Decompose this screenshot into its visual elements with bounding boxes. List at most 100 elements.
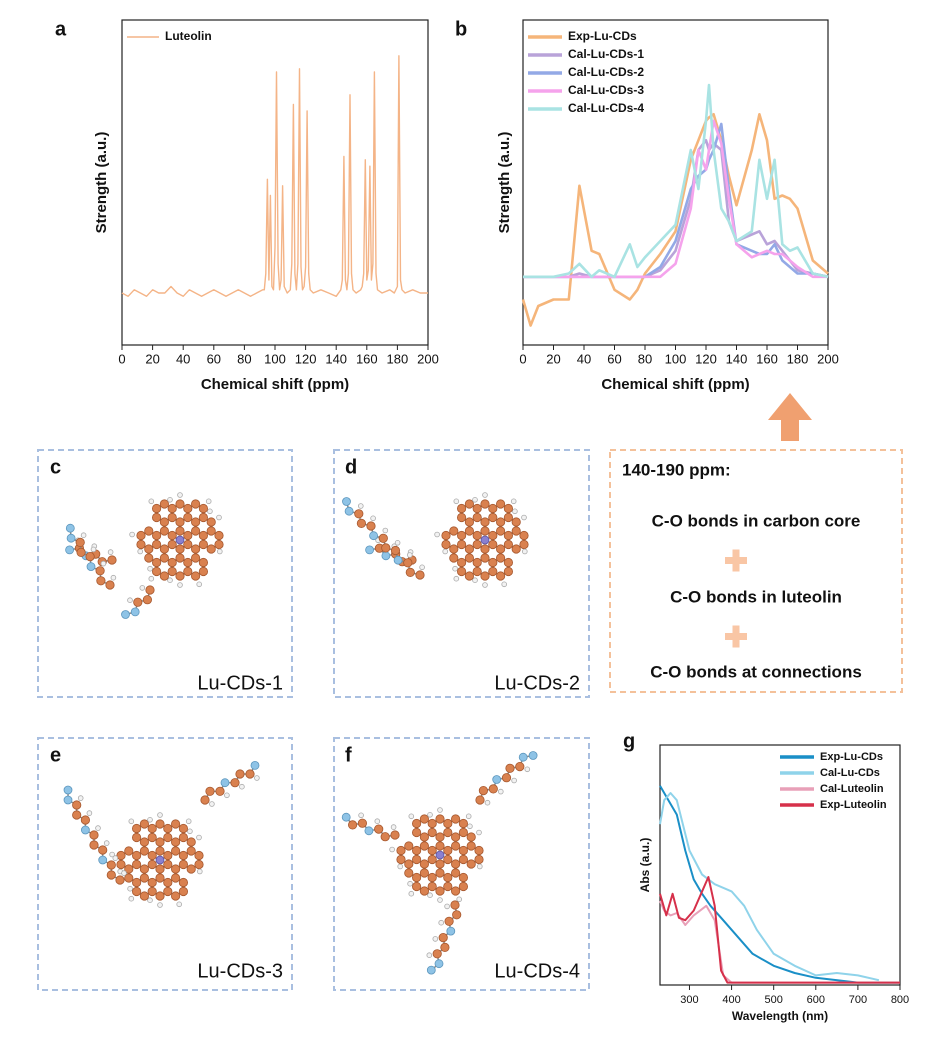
atom bbox=[163, 823, 173, 834]
atom bbox=[176, 901, 183, 908]
atom bbox=[139, 846, 149, 856]
legend-label: Cal-Lu-CDs-3 bbox=[568, 83, 644, 97]
atom bbox=[505, 763, 515, 773]
atom bbox=[440, 942, 450, 953]
atom bbox=[452, 910, 462, 920]
atom bbox=[458, 872, 468, 883]
atom bbox=[476, 829, 482, 836]
atom bbox=[390, 545, 401, 556]
atom bbox=[472, 557, 482, 568]
atom bbox=[488, 784, 498, 794]
atom bbox=[132, 850, 142, 861]
atom bbox=[147, 877, 157, 888]
atom bbox=[450, 868, 461, 878]
atom bbox=[519, 530, 529, 541]
atom bbox=[90, 546, 97, 553]
x-tick-label: 180 bbox=[787, 351, 809, 366]
atom bbox=[198, 503, 208, 514]
atom bbox=[167, 530, 177, 541]
atom bbox=[109, 851, 115, 858]
atom bbox=[144, 553, 154, 563]
atom bbox=[524, 766, 531, 773]
atom bbox=[450, 886, 461, 896]
structure-label: Lu-CDs-4 bbox=[494, 960, 580, 982]
atom bbox=[191, 526, 201, 536]
atom bbox=[393, 555, 403, 565]
atom bbox=[72, 800, 82, 810]
atom bbox=[456, 566, 467, 577]
atom bbox=[403, 558, 413, 568]
atom bbox=[89, 840, 99, 850]
atom bbox=[515, 761, 525, 772]
atom bbox=[130, 607, 140, 617]
atom bbox=[144, 526, 154, 536]
atom bbox=[472, 512, 482, 523]
legend-label: Luteolin bbox=[165, 29, 212, 43]
atom bbox=[503, 512, 513, 523]
x-tick-label: 60 bbox=[207, 351, 221, 366]
x-tick-label: 160 bbox=[356, 351, 378, 366]
atom bbox=[444, 903, 450, 910]
atom bbox=[427, 827, 437, 838]
atom bbox=[503, 566, 513, 577]
atom bbox=[464, 553, 474, 563]
atom bbox=[464, 544, 474, 554]
atom bbox=[415, 570, 425, 580]
atom bbox=[175, 517, 185, 527]
atom bbox=[480, 517, 490, 527]
series-line bbox=[659, 900, 900, 984]
atom bbox=[98, 845, 108, 855]
atom bbox=[432, 949, 442, 959]
atom bbox=[443, 872, 453, 883]
atom bbox=[474, 845, 484, 856]
x-tick-label: 120 bbox=[295, 351, 317, 366]
panel-letter: g bbox=[623, 730, 635, 752]
atom bbox=[434, 531, 440, 538]
atom bbox=[503, 557, 513, 568]
atom bbox=[478, 785, 488, 796]
atom bbox=[453, 498, 460, 505]
atom bbox=[100, 560, 107, 567]
atom bbox=[214, 539, 224, 550]
atom bbox=[86, 810, 93, 816]
atom bbox=[215, 786, 225, 796]
atom bbox=[155, 873, 165, 883]
atom bbox=[163, 850, 173, 861]
atom bbox=[528, 751, 538, 760]
atom bbox=[175, 553, 185, 563]
atom bbox=[139, 864, 149, 874]
atom bbox=[187, 828, 193, 835]
atom bbox=[178, 832, 188, 843]
note-line: C-O bonds at connections bbox=[650, 662, 862, 681]
x-tick-label: 120 bbox=[695, 351, 717, 366]
atom bbox=[171, 837, 181, 847]
atom bbox=[521, 514, 527, 521]
x-axis-label: Chemical shift (ppm) bbox=[601, 376, 749, 393]
atom bbox=[364, 826, 374, 836]
atom bbox=[437, 897, 443, 903]
atom bbox=[191, 553, 201, 563]
atom bbox=[98, 855, 108, 865]
atom bbox=[427, 854, 437, 865]
x-tick-label: 800 bbox=[891, 994, 909, 1006]
atom bbox=[464, 499, 474, 509]
atom bbox=[405, 567, 415, 578]
atom bbox=[159, 499, 169, 509]
atom bbox=[95, 566, 105, 576]
atom bbox=[437, 807, 443, 813]
atom bbox=[427, 881, 437, 892]
molecule-drawings bbox=[63, 492, 538, 975]
atom bbox=[163, 832, 173, 843]
x-tick-label: 160 bbox=[756, 351, 778, 366]
atom bbox=[80, 532, 87, 538]
note-line: C-O bonds in carbon core bbox=[652, 511, 861, 530]
x-tick-label: 40 bbox=[577, 351, 591, 366]
x-tick-label: 200 bbox=[817, 351, 839, 366]
atom bbox=[63, 795, 73, 805]
atom bbox=[197, 868, 203, 875]
atom bbox=[239, 783, 245, 790]
panel-letter: b bbox=[455, 18, 467, 40]
atom bbox=[198, 539, 208, 550]
x-tick-label: 300 bbox=[680, 994, 698, 1006]
atom bbox=[77, 795, 84, 801]
